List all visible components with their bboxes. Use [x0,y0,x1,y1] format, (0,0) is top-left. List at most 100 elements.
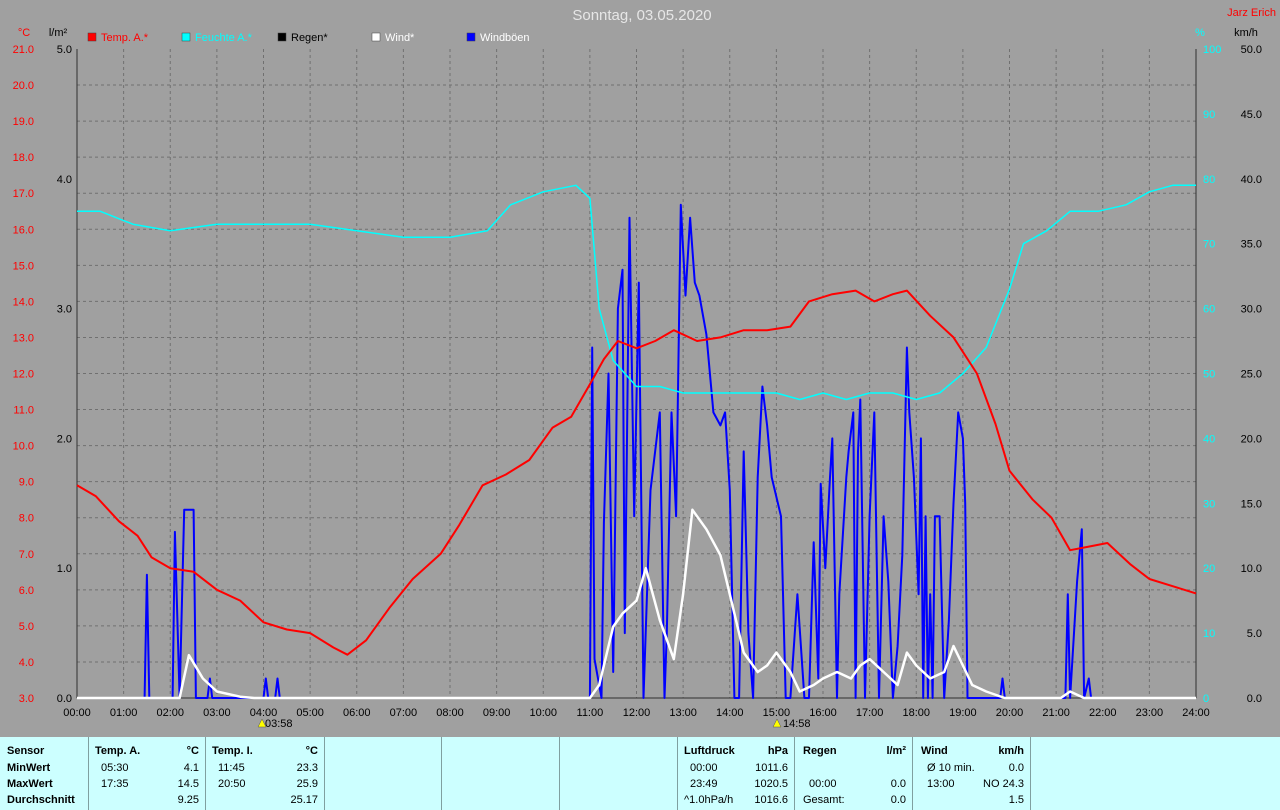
rain-tick-label: 1.0 [57,563,72,575]
x-tick-label: 18:00 [902,707,930,719]
humidity-tick-label: 80 [1203,174,1215,186]
legend-swatch [466,32,476,42]
x-tick-label: 12:00 [623,707,651,719]
wind-max-time: 13:00 [927,778,955,790]
series-line-wind [77,508,1196,700]
temp-tick-label: 10.0 [13,441,34,453]
wind-max-value: NO 24.3 [983,778,1024,790]
humidity-tick-label: 60 [1203,304,1215,316]
row-max-label: MaxWert [7,778,53,790]
x-tick-label: 21:00 [1042,707,1070,719]
temp-tick-label: 21.0 [13,44,34,56]
x-tick-label: 14:00 [716,707,744,719]
rain-total-value: 0.0 [890,794,906,806]
wind-tick-label: 25.0 [1241,369,1262,381]
statistics-panel: Sensor MinWert MaxWert Durchschnitt Temp… [0,737,1280,810]
rain-header: Regen [803,745,837,757]
empty-column-3 [560,737,678,810]
humidity-tick-label: 40 [1203,433,1215,445]
x-tick-label: 01:00 [110,707,138,719]
rain-tick-label: 2.0 [57,433,72,445]
temp-a-column: Temp. A. °C 05:30 4.1 17:35 14.5 9.25 [89,737,206,810]
humidity-unit-label: % [1195,27,1205,39]
legend-label: Feuchte A.* [195,32,253,44]
rain-tick-label: 3.0 [57,304,72,316]
temp-tick-label: 14.0 [13,296,34,308]
tick-labels: 00:00 01:00 02:00 03:00 04:00 05:00 06:00 07:00… [13,44,1262,719]
x-tick-label: 08:00 [436,707,464,719]
temp-a-min-time: 05:30 [101,762,129,774]
x-tick-label: 20:00 [996,707,1024,719]
x-tick-label: 06:00 [343,707,371,719]
wind-tick-label: 30.0 [1241,304,1262,316]
pressure-avg-value: 1016.6 [754,794,788,806]
wind-unit: km/h [998,745,1024,757]
legend: Temp. A.* Feuchte A.* Regen* Wind* Windböen [87,32,530,44]
pressure-unit: hPa [767,745,788,757]
x-tick-label: 03:00 [203,707,231,719]
x-tick-label: 22:00 [1089,707,1117,719]
row-avg-label: Durchschnitt [7,794,75,806]
x-tick-label: 05:00 [296,707,324,719]
series-line-temp-a [76,289,1197,656]
sunset-marker: 14:58 [772,718,811,730]
temp-tick-label: 17.0 [13,188,34,200]
temp-tick-label: 5.0 [19,621,34,633]
series-line-windböen [77,203,1196,699]
humidity-tick-label: 70 [1203,239,1215,251]
temp-tick-label: 3.0 [19,693,34,705]
legend-item: Temp. A.* [87,32,149,44]
x-tick-label: 15:00 [763,707,791,719]
rain-max-value: 0.0 [890,778,906,790]
temp-tick-label: 19.0 [13,116,34,128]
wind-tick-label: 10.0 [1241,563,1262,575]
wind-tick-label: 5.0 [1247,628,1262,640]
temp-a-max-value: 14.5 [177,778,199,790]
temp-tick-label: 20.0 [13,80,34,92]
sunrise-time: 03:58 [265,718,293,730]
legend-swatch [277,32,287,42]
humidity-tick-label: 100 [1203,44,1221,56]
wind-avg-value: 1.5 [1008,794,1024,806]
temp-a-unit: °C [186,745,199,757]
temp-tick-label: 8.0 [19,513,34,525]
x-tick-label: 11:00 [577,707,604,719]
legend-item: Windböen [466,32,530,44]
temp-i-min-time: 11:45 [218,762,245,774]
rain-column: Regen l/m² 00:00 0.0 Gesamt: 0.0 [795,737,913,810]
wind-header: Wind [921,745,948,757]
legend-swatch [181,32,191,42]
series-line-feuchte-a [77,184,1196,401]
sunrise-marker: 03:58 [257,718,293,730]
temp-tick-label: 18.0 [13,152,34,164]
empty-column-1 [325,737,442,810]
humidity-tick-label: 50 [1203,369,1215,381]
sensor-column: Sensor MinWert MaxWert Durchschnitt [0,737,89,810]
x-tick-label: 10:00 [529,707,557,719]
wind-avg10-value: 0.0 [1008,762,1024,774]
wind-tick-label: 50.0 [1241,44,1262,56]
legend-item: Wind* [371,32,415,44]
series-layer [76,184,1197,700]
rain-tick-label: 5.0 [57,44,72,56]
pressure-max-value: 1020.5 [754,778,788,790]
x-tick-label: 19:00 [949,707,977,719]
legend-swatch [87,32,97,42]
pressure-max-time: 23:49 [690,778,718,790]
x-tick-label: 02:00 [156,707,184,719]
wind-tick-label: 15.0 [1241,498,1262,510]
rain-total-label: Gesamt: [803,794,845,806]
temp-i-avg-value: 25.17 [290,794,318,806]
wind-tick-label: 0.0 [1247,693,1262,705]
legend-item: Regen* [277,32,328,44]
temp-unit-label: °C [18,27,30,39]
temp-tick-label: 7.0 [19,549,34,561]
rain-tick-label: 0.0 [57,693,72,705]
temp-tick-label: 9.0 [19,477,34,489]
x-tick-label: 00:00 [63,707,91,719]
temp-tick-label: 6.0 [19,585,34,597]
temp-a-avg-value: 9.25 [177,794,199,806]
wind-tick-label: 40.0 [1241,174,1262,186]
pressure-trend-label: ^1.0hPa/h [684,794,734,806]
x-tick-label: 24:00 [1182,707,1210,719]
